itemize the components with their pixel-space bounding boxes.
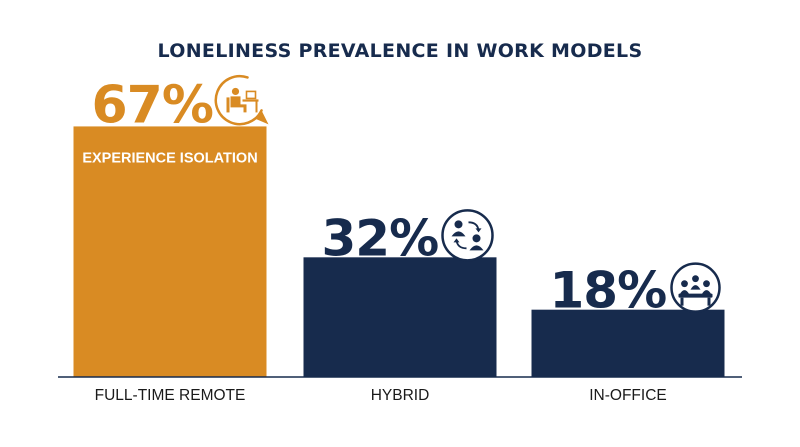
category-label-full-time-remote: FULL-TIME REMOTE <box>95 387 246 404</box>
value-label-full-time-remote: 67% <box>92 75 213 135</box>
icon-arrowhead-right <box>475 228 482 233</box>
bar-in-office <box>531 309 725 377</box>
annotation-full-time-remote: EXPERIENCE ISOLATION <box>82 150 257 166</box>
icon-person-b-body <box>469 245 484 251</box>
remote-worker-desk-icon <box>214 74 269 126</box>
icon-person-3-head <box>703 280 710 288</box>
icon-bubble-tail <box>254 110 269 125</box>
icon-person-1-head <box>681 280 688 288</box>
value-label-in-office: 18% <box>550 262 667 320</box>
icon-person-2-head <box>692 275 699 283</box>
icon-ring <box>214 74 263 126</box>
icon-table-leg-left <box>680 297 684 306</box>
bars-layer: 67% EXPERIENCE ISOLATION FULL-TIME REMOTE 3… <box>73 74 725 404</box>
bar-full-time-remote <box>73 126 267 377</box>
icon-chair-back <box>226 97 230 113</box>
icon-table-leg-right <box>707 297 711 306</box>
icon-person-3-body <box>701 290 712 295</box>
icon-person-2-body <box>690 285 701 290</box>
chart-title: LONELINESS PREVALENCE IN WORK MODELS <box>158 40 643 62</box>
icon-desk-leg <box>255 99 258 113</box>
hybrid-exchange-icon <box>441 209 494 262</box>
icon-arrowhead-left <box>453 238 460 243</box>
icon-person-a-head <box>454 220 463 229</box>
icon-person-b-head <box>472 234 481 243</box>
icon-head <box>231 87 240 96</box>
category-label-hybrid: HYBRID <box>371 387 430 404</box>
office-meeting-icon <box>670 262 721 313</box>
icon-monitor <box>245 90 257 100</box>
icon-ring <box>441 209 494 262</box>
value-label-hybrid: 32% <box>322 209 439 267</box>
bar-hybrid <box>303 257 497 377</box>
icon-table <box>678 293 713 298</box>
category-label-in-office: IN-OFFICE <box>589 387 667 404</box>
icon-person-a-body <box>451 231 466 237</box>
icon-person-1-body <box>679 290 690 295</box>
icon-body <box>230 96 247 113</box>
icon-desk <box>242 99 259 102</box>
